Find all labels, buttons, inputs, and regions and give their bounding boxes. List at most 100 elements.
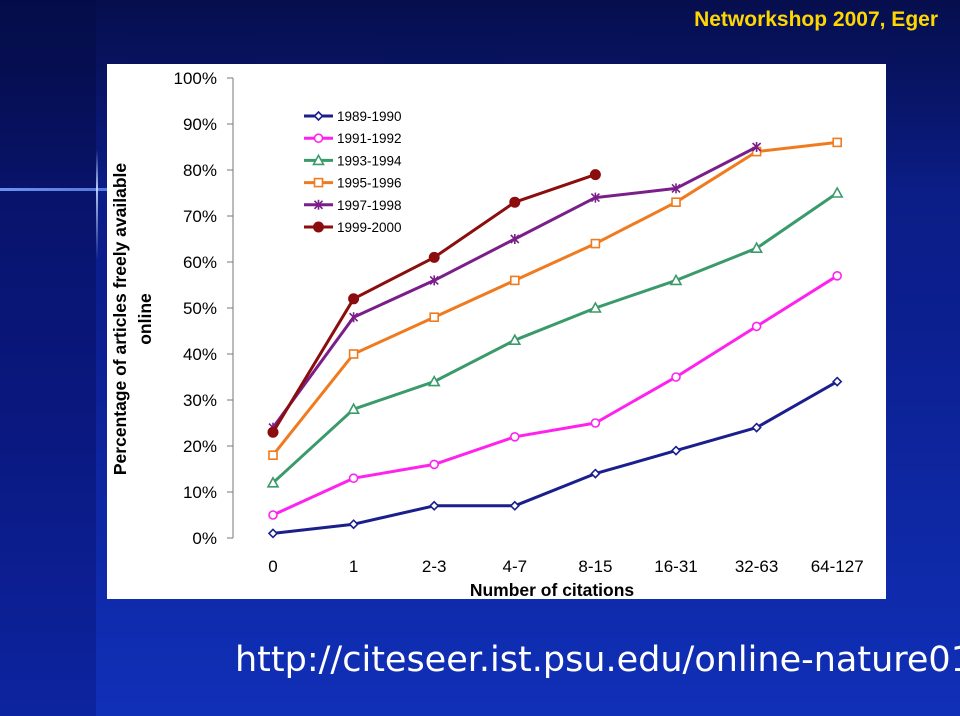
- slide-header-title: Networkshop 2007, Eger: [694, 8, 938, 31]
- series-1997-1998-marker: [671, 183, 681, 194]
- series-1989-1990-marker: [429, 500, 440, 511]
- y-tick-label: 0%: [192, 529, 217, 548]
- y-axis-label: Percentage of articles freely available …: [110, 163, 155, 476]
- x-axis-label: Number of citations: [470, 580, 635, 599]
- chart-panel: Percentage of articles freely available …: [107, 64, 886, 600]
- x-tick-label: 1: [349, 557, 358, 576]
- series-1995-1996-marker: [348, 349, 359, 359]
- legend-item-1995-1996: 1995-1996: [304, 176, 402, 191]
- series-1993-1994-marker: [508, 333, 522, 346]
- legend-item-1989-1990-marker: [313, 110, 324, 122]
- y-tick-label: 30%: [183, 391, 217, 410]
- series-1989-1990-line: [272, 380, 838, 535]
- legend-item-1993-1994-marker: [312, 153, 325, 166]
- legend-item-1997-1998: 1997-1998: [304, 198, 402, 213]
- series-1997-1998-marker: [349, 312, 359, 323]
- legend-item-1999-2000-label: 1999-2000: [337, 220, 402, 235]
- y-tick-label: 80%: [183, 161, 217, 180]
- series-1997-1998-marker: [590, 192, 600, 203]
- series-1989-1990-marker: [590, 468, 601, 479]
- series-1989-1990-marker: [751, 422, 762, 433]
- series-1991-1992-marker: [348, 473, 359, 484]
- y-tick-label: 40%: [183, 345, 217, 364]
- legend-item-1997-1998-label: 1997-1998: [337, 198, 402, 213]
- series-1995-1996-marker: [429, 312, 440, 322]
- legend-item-1991-1992: 1991-1992: [304, 131, 402, 146]
- series-1999-2000-marker: [428, 251, 440, 263]
- legend-item-1997-1998-marker: [313, 199, 324, 210]
- series-1991-1992-marker: [751, 321, 762, 332]
- series-1989-1990-marker: [832, 376, 843, 387]
- legend-item-1999-2000: 1999-2000: [304, 220, 402, 235]
- y-tick-label: 70%: [183, 207, 217, 226]
- line-chart: Percentage of articles freely available …: [110, 69, 864, 600]
- x-tick-label: 32-63: [735, 557, 778, 576]
- series-1991-1992-line: [272, 274, 838, 517]
- x-tick-label: 4-7: [503, 557, 528, 576]
- series-1999-2000-marker: [348, 293, 360, 305]
- series-1993-1994-marker: [266, 476, 280, 488]
- series-1995-1996-marker: [509, 275, 520, 286]
- legend-item-1989-1990: 1989-1990: [304, 109, 402, 124]
- series-1995-1996-marker: [671, 197, 681, 207]
- series-1999-2000: [267, 169, 601, 438]
- series-1993-1994: [266, 186, 844, 488]
- y-tick-label: 100%: [174, 69, 217, 88]
- decor-glow-line-vertical: [96, 150, 98, 260]
- series-1999-2000-marker: [267, 426, 279, 438]
- series-1989-1990: [267, 376, 843, 539]
- series-1997-1998-marker: [752, 142, 762, 152]
- series-1997-1998-marker: [429, 275, 439, 286]
- series-1993-1994-marker: [830, 186, 844, 198]
- series-1991-1992-marker: [429, 459, 440, 470]
- series-1991-1992-marker: [268, 510, 278, 520]
- series-1995-1996-marker: [832, 137, 843, 148]
- series-layer: [266, 137, 844, 539]
- series-1999-2000-marker: [589, 169, 601, 181]
- x-tick-label: 8-15: [578, 557, 612, 576]
- series-1995-1996-line: [271, 140, 838, 457]
- series-1989-1990-marker: [670, 445, 682, 456]
- legend-item-1989-1990-label: 1989-1990: [337, 109, 402, 124]
- series-1993-1994-marker: [669, 273, 683, 286]
- legend-item-1999-2000-marker: [313, 221, 324, 233]
- series-1991-1992-marker: [832, 271, 843, 281]
- series-1993-1994-marker: [750, 241, 763, 253]
- series-1989-1990-marker: [348, 519, 359, 530]
- chart-legend: 1989-1990 1991-1992 1993-1994 1995-1996 1997…: [304, 109, 402, 235]
- legend-item-1993-1994-label: 1993-1994: [337, 153, 402, 168]
- legend-item-1991-1992-marker: [313, 133, 324, 143]
- series-1993-1994-line: [271, 191, 839, 484]
- y-axis-label-line1: Percentage of articles freely available: [110, 163, 130, 476]
- series-1989-1990-marker: [509, 500, 520, 511]
- series-1999-2000-marker: [509, 196, 521, 208]
- y-tick-label: 20%: [183, 437, 217, 456]
- x-tick-label: 0: [268, 557, 277, 576]
- x-tick-label: 2-3: [422, 557, 447, 576]
- series-1995-1996-marker: [590, 238, 601, 249]
- series-1993-1994-marker: [589, 301, 602, 313]
- source-url[interactable]: http://citeseer.ist.psu.edu/online-natur…: [235, 640, 960, 680]
- x-ticks: 0 1 2-3 4-7 8-15 16-31 32-63 64-127: [268, 557, 863, 576]
- series-1991-1992-marker: [509, 431, 520, 442]
- legend-item-1995-1996-label: 1995-1996: [337, 176, 402, 191]
- x-tick-label: 16-31: [654, 557, 697, 576]
- x-tick-label: 64-127: [811, 557, 864, 576]
- y-tick-label: 10%: [183, 483, 217, 502]
- series-1997-1998-marker: [510, 234, 520, 244]
- series-1991-1992-marker: [671, 372, 681, 382]
- y-tick-label: 50%: [183, 299, 217, 318]
- y-ticks: 0% 10% 20% 30% 40% 50% 60% 70% 80% 90% 100%: [174, 69, 233, 548]
- series-1993-1994-marker: [347, 402, 360, 415]
- y-axis-label-line2: online: [135, 293, 155, 345]
- series-1989-1990-marker: [267, 528, 279, 539]
- legend-item-1995-1996-marker: [313, 177, 324, 188]
- legend-item-1993-1994: 1993-1994: [304, 153, 402, 168]
- y-tick-label: 90%: [183, 115, 217, 134]
- series-1991-1992: [268, 271, 843, 520]
- series-1995-1996-marker: [268, 450, 278, 461]
- y-tick-label: 60%: [183, 253, 217, 272]
- legend-item-1991-1992-label: 1991-1992: [337, 131, 402, 146]
- series-1993-1994-marker: [427, 374, 441, 387]
- series-1991-1992-marker: [590, 418, 601, 428]
